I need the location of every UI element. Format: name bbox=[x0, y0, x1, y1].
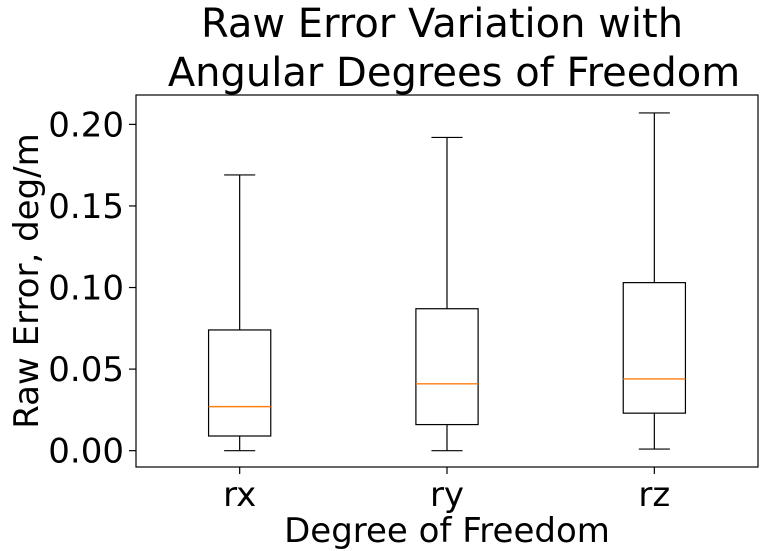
chart-title-line-2: Angular Degrees of Freedom bbox=[168, 50, 740, 96]
x-axis-label: Degree of Freedom bbox=[284, 511, 610, 551]
y-tick-label: 0.00 bbox=[48, 432, 124, 472]
x-tick-label: ry bbox=[430, 475, 464, 515]
y-tick-label: 0.15 bbox=[48, 187, 124, 227]
iqr-box bbox=[207, 329, 272, 437]
chart-title-line-1: Raw Error Variation with bbox=[201, 1, 683, 47]
y-tick-label: 0.10 bbox=[48, 269, 124, 309]
iqr-box bbox=[622, 282, 687, 414]
y-tick-label: 0.20 bbox=[48, 105, 124, 145]
iqr-box bbox=[415, 308, 479, 426]
x-tick-label: rz bbox=[638, 475, 670, 515]
x-tick-label: rx bbox=[223, 475, 256, 515]
y-tick-label: 0.05 bbox=[48, 350, 124, 390]
plot-frame bbox=[135, 94, 759, 468]
plot-area: 0.00 0.05 0.10 0.15 0.20 rx ry rz bbox=[48, 105, 687, 515]
y-axis-label: Raw Error, deg/m bbox=[7, 133, 47, 428]
